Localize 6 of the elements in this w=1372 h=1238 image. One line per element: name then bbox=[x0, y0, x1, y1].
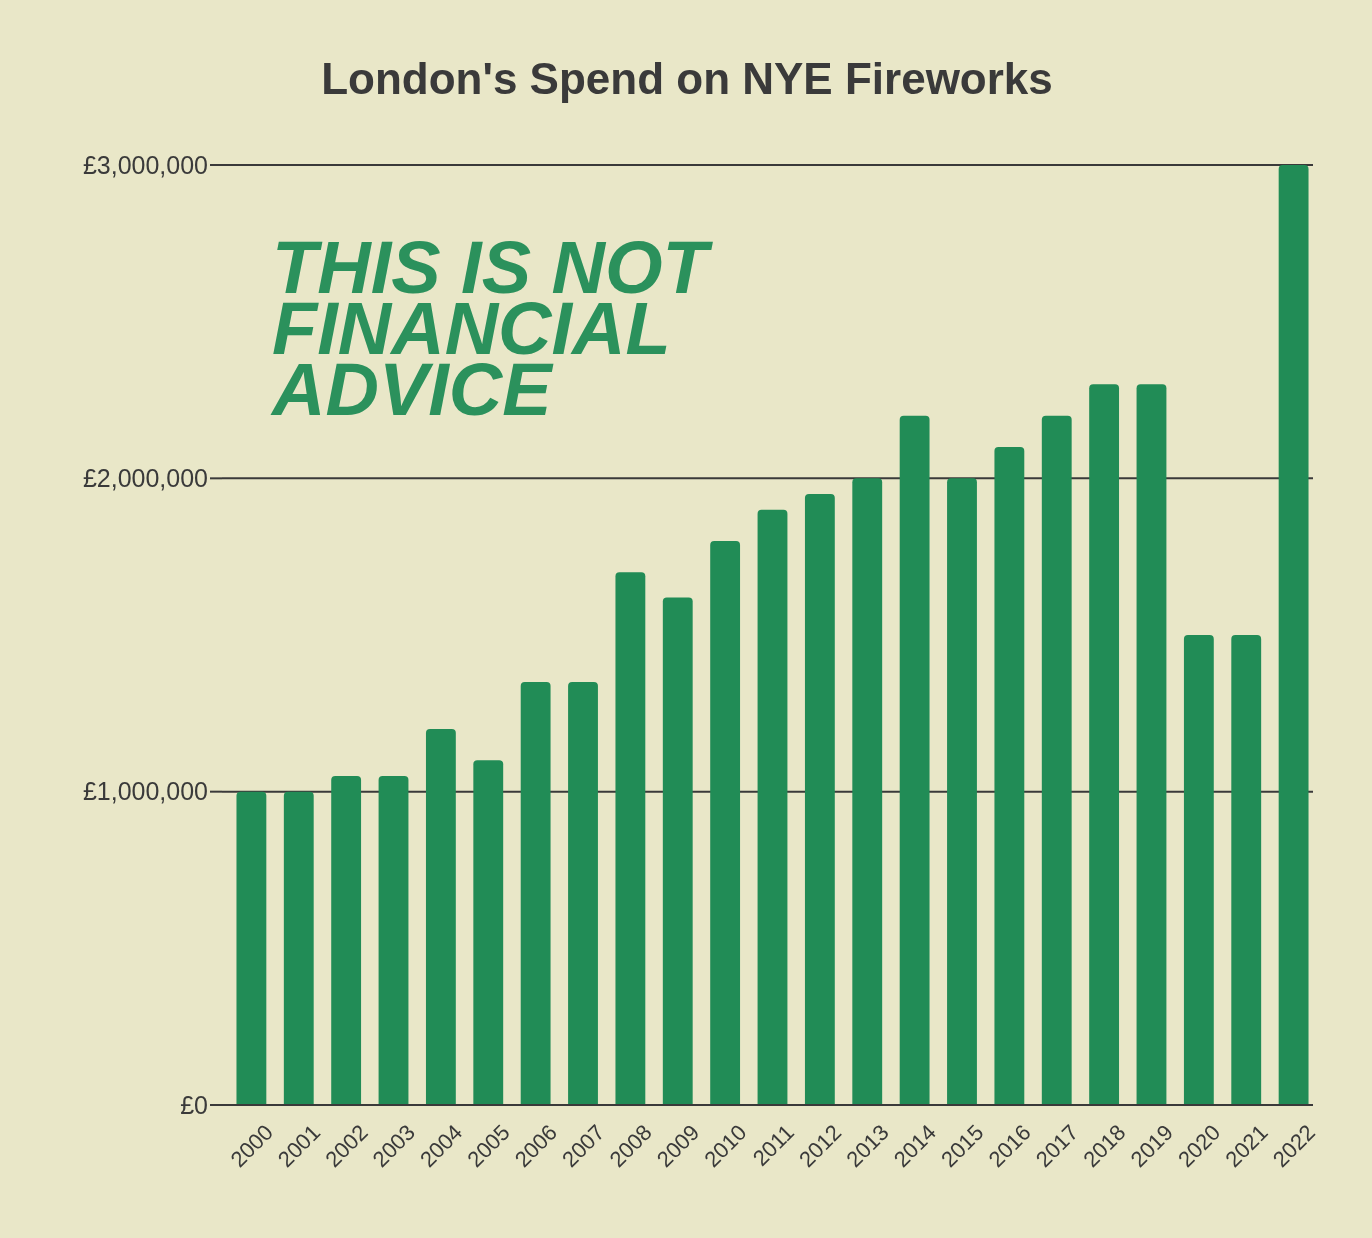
y-tick-label: £0 bbox=[180, 1090, 208, 1119]
y-tick-label: £2,000,000 bbox=[82, 464, 208, 493]
annotation: THIS IS NOT FINANCIAL ADVICE bbox=[270, 226, 714, 431]
y-tick-label: £3,000,000 bbox=[82, 150, 208, 179]
y-tick-label: £1,000,000 bbox=[82, 777, 208, 806]
chart-title: London's Spend on NYE Fireworks bbox=[321, 54, 1053, 103]
